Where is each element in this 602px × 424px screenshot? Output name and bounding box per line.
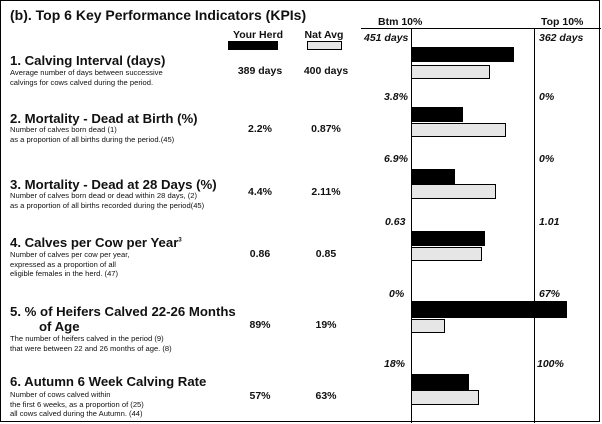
top-10-header: Top 10% <box>541 16 584 28</box>
kpi-6-nat-value: 63% <box>315 390 337 402</box>
kpi-1-herd-value: 389 days <box>237 65 283 77</box>
kpi-5-herd-bar <box>411 301 567 318</box>
kpi-5-nat-value: 19% <box>315 319 337 331</box>
kpi-3-herd-bar <box>411 169 455 184</box>
kpi-6-btm-value: 18% <box>384 358 406 370</box>
kpi-1-top-value: 362 days <box>539 32 584 44</box>
kpi-4-herd-value: 0.86 <box>249 248 271 260</box>
kpi-6-description: Number of cows calved within the first 6 … <box>10 390 144 418</box>
kpi-3-nat-bar <box>411 184 496 199</box>
kpi-3-nat-value: 2.11% <box>311 186 341 198</box>
btm-10-reference-line <box>411 29 412 423</box>
nat-avg-legend-swatch <box>307 41 342 50</box>
kpi-4-herd-bar <box>411 231 485 246</box>
kpi-2-description: Number of calves born dead (1) as a propo… <box>10 125 175 144</box>
your-herd-legend-swatch <box>228 41 278 50</box>
kpi-5-top-value: 67% <box>539 288 561 300</box>
kpi-1-nat-value: 400 days <box>303 65 349 77</box>
kpi-3-description: Number of calves born dead or dead withi… <box>10 191 205 210</box>
kpi-2-title: 2. Mortality - Dead at Birth (%) <box>10 111 198 126</box>
kpi-5-herd-value: 89% <box>249 319 271 331</box>
kpi-2-nat-value: 0.87% <box>311 123 341 135</box>
top-10-reference-line <box>534 29 535 423</box>
kpi-2-nat-bar <box>411 123 506 137</box>
kpi-3-herd-value: 4.4% <box>248 186 272 198</box>
kpi-5-nat-bar <box>411 319 445 333</box>
kpi-4-description: Number of calves per cow per year, expres… <box>10 250 130 278</box>
kpi-6-herd-value: 57% <box>249 390 271 402</box>
your-herd-header: Your Herd <box>233 29 283 41</box>
kpi-1-title: 1. Calving Interval (days) <box>10 53 166 68</box>
kpi-2-herd-bar <box>411 107 463 122</box>
kpi-2-top-value: 0% <box>539 91 555 103</box>
kpi-2-herd-value: 2.2% <box>248 123 272 135</box>
kpi-3-btm-value: 6.9% <box>384 153 408 165</box>
kpi-4-btm-value: 0.63 <box>385 216 406 228</box>
kpi-1-description: Average number of days between successiv… <box>10 68 163 87</box>
kpi-4-title: 4. Calves per Cow per Year3 <box>10 235 182 250</box>
header-rule <box>361 28 601 29</box>
kpi-4-nat-value: 0.85 <box>315 248 337 260</box>
kpi-4-top-value: 1.01 <box>539 216 560 228</box>
kpi-6-title: 6. Autumn 6 Week Calving Rate <box>10 374 207 389</box>
kpi-2-btm-value: 3.8% <box>384 91 408 103</box>
kpi-5-description: The number of heifers calved in the peri… <box>10 334 172 353</box>
kpi-5-title: 5. % of Heifers Calved 22-26 Months <box>10 304 236 319</box>
kpi-6-herd-bar <box>411 374 469 390</box>
kpi-3-top-value: 0% <box>539 153 555 165</box>
nat-avg-header: Nat Avg <box>304 29 344 41</box>
kpi-5-btm-value: 0% <box>389 288 405 300</box>
section-title: (b). Top 6 Key Performance Indicators (K… <box>10 7 307 23</box>
kpi-1-herd-bar <box>411 47 514 62</box>
kpi-5-title-line-2: of Age <box>39 319 80 334</box>
kpi-1-nat-bar <box>411 65 490 79</box>
btm-10-header: Btm 10% <box>378 16 423 28</box>
kpi-1-btm-value: 451 days <box>364 32 409 44</box>
kpi-3-title: 3. Mortality - Dead at 28 Days (%) <box>10 177 217 192</box>
kpi-4-nat-bar <box>411 247 482 261</box>
kpi-6-top-value: 100% <box>537 358 564 370</box>
kpi-6-nat-bar <box>411 390 479 405</box>
